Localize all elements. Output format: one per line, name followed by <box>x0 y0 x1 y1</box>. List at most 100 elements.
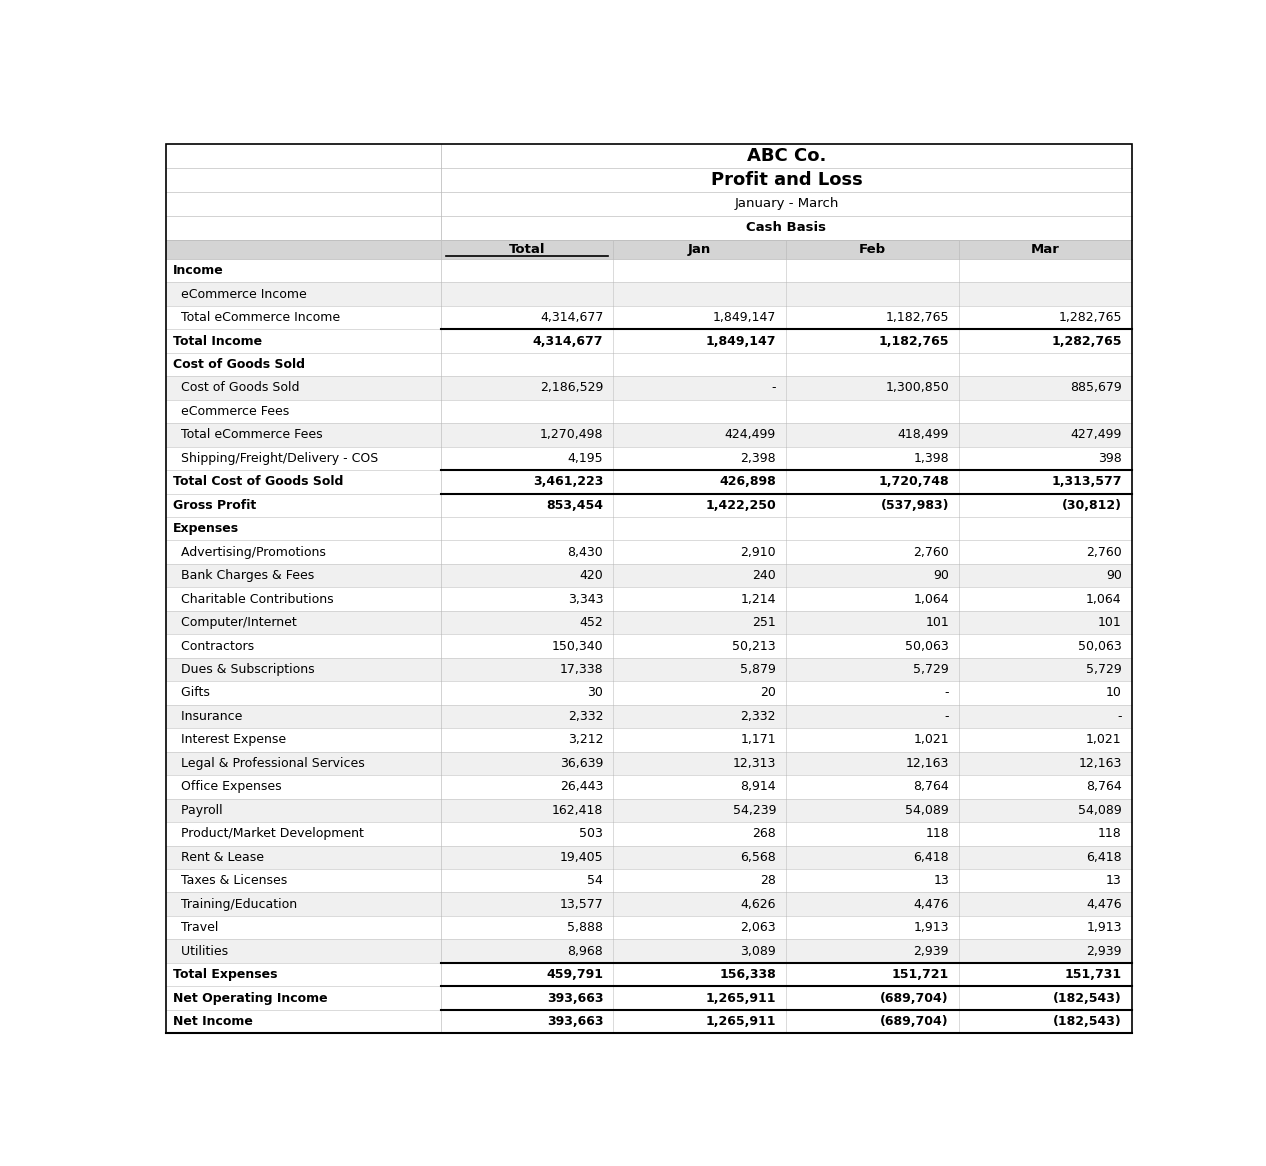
Text: 398: 398 <box>1098 452 1122 465</box>
Text: Profit and Loss: Profit and Loss <box>710 171 862 189</box>
Bar <box>166 305 1132 329</box>
Text: Travel: Travel <box>173 921 218 934</box>
Text: 1,398: 1,398 <box>913 452 950 465</box>
Text: 101: 101 <box>1098 616 1122 630</box>
Text: 427,499: 427,499 <box>1070 428 1122 442</box>
Text: 1,313,577: 1,313,577 <box>1051 476 1122 489</box>
Text: 1,282,765: 1,282,765 <box>1058 311 1122 324</box>
Text: 118: 118 <box>925 828 950 841</box>
Text: (30,812): (30,812) <box>1062 499 1122 512</box>
Text: 118: 118 <box>1098 828 1122 841</box>
Text: 6,568: 6,568 <box>741 851 776 864</box>
Text: Legal & Professional Services: Legal & Professional Services <box>173 757 365 770</box>
Bar <box>166 963 1132 986</box>
Text: 20: 20 <box>760 687 776 700</box>
Text: Cost of Goods Sold: Cost of Goods Sold <box>173 381 300 394</box>
Text: 30: 30 <box>587 687 604 700</box>
Text: 4,314,677: 4,314,677 <box>539 311 604 324</box>
Text: Gross Profit: Gross Profit <box>173 499 256 512</box>
Text: Income: Income <box>173 265 224 278</box>
Text: Net Operating Income: Net Operating Income <box>173 991 328 1005</box>
Text: 12,163: 12,163 <box>905 757 950 770</box>
Text: 1,064: 1,064 <box>1086 592 1122 605</box>
Bar <box>166 611 1132 634</box>
Text: Shipping/Freight/Delivery - COS: Shipping/Freight/Delivery - COS <box>173 452 379 465</box>
Bar <box>166 400 1132 423</box>
Text: 1,182,765: 1,182,765 <box>885 311 950 324</box>
Bar <box>166 634 1132 658</box>
Text: Total Income: Total Income <box>173 335 262 347</box>
Text: 1,182,765: 1,182,765 <box>879 335 950 347</box>
Bar <box>166 447 1132 470</box>
Text: 5,879: 5,879 <box>741 663 776 676</box>
Text: 90: 90 <box>1106 569 1122 582</box>
Text: 17,338: 17,338 <box>560 663 604 676</box>
Text: (537,983): (537,983) <box>880 499 950 512</box>
Text: Training/Education: Training/Education <box>173 898 298 911</box>
Text: 12,163: 12,163 <box>1079 757 1122 770</box>
Text: 151,731: 151,731 <box>1065 968 1122 981</box>
Text: 19,405: 19,405 <box>560 851 604 864</box>
Text: Payroll: Payroll <box>173 803 223 817</box>
Text: 1,021: 1,021 <box>1086 733 1122 746</box>
Bar <box>166 986 1132 1010</box>
Text: 1,265,911: 1,265,911 <box>705 1016 776 1028</box>
Text: Total eCommerce Income: Total eCommerce Income <box>173 311 341 324</box>
Text: Expenses: Expenses <box>173 522 239 535</box>
Bar <box>166 916 1132 940</box>
Text: 885,679: 885,679 <box>1070 381 1122 394</box>
Text: 156,338: 156,338 <box>719 968 776 981</box>
Text: 2,760: 2,760 <box>1086 546 1122 559</box>
Text: Insurance: Insurance <box>173 710 242 723</box>
Text: eCommerce Income: eCommerce Income <box>173 288 306 301</box>
Bar <box>166 869 1132 892</box>
Bar <box>166 353 1132 377</box>
Bar <box>166 729 1132 752</box>
Text: 4,476: 4,476 <box>913 898 950 911</box>
Text: 2,398: 2,398 <box>741 452 776 465</box>
Text: 503: 503 <box>580 828 604 841</box>
Text: 1,064: 1,064 <box>913 592 950 605</box>
Text: Product/Market Development: Product/Market Development <box>173 828 363 841</box>
Text: Taxes & Licenses: Taxes & Licenses <box>173 874 287 887</box>
Text: January - March: January - March <box>734 197 838 210</box>
Text: 8,764: 8,764 <box>913 780 950 793</box>
Bar <box>166 704 1132 729</box>
Bar <box>166 658 1132 681</box>
Text: 268: 268 <box>752 828 776 841</box>
Bar <box>166 564 1132 588</box>
Text: 4,476: 4,476 <box>1086 898 1122 911</box>
Text: Cash Basis: Cash Basis <box>747 222 827 234</box>
Bar <box>166 775 1132 799</box>
Text: 13,577: 13,577 <box>560 898 604 911</box>
Bar <box>166 470 1132 493</box>
Text: -: - <box>1117 710 1122 723</box>
Text: 4,314,677: 4,314,677 <box>533 335 604 347</box>
Text: Charitable Contributions: Charitable Contributions <box>173 592 334 605</box>
Text: Net Income: Net Income <box>173 1016 253 1028</box>
Text: 54,089: 54,089 <box>1077 803 1122 817</box>
Text: 1,849,147: 1,849,147 <box>713 311 776 324</box>
Bar <box>166 892 1132 916</box>
Text: 2,939: 2,939 <box>914 944 950 957</box>
Text: 3,212: 3,212 <box>567 733 604 746</box>
Text: Utilities: Utilities <box>173 944 228 957</box>
Text: 50,213: 50,213 <box>733 640 776 653</box>
Bar <box>166 423 1132 447</box>
Text: 26,443: 26,443 <box>560 780 604 793</box>
Text: 853,454: 853,454 <box>547 499 604 512</box>
Text: (689,704): (689,704) <box>880 1016 950 1028</box>
Text: 2,186,529: 2,186,529 <box>539 381 604 394</box>
Text: 251: 251 <box>752 616 776 630</box>
Text: Office Expenses: Office Expenses <box>173 780 281 793</box>
Text: 10: 10 <box>1106 687 1122 700</box>
Text: Total eCommerce Fees: Total eCommerce Fees <box>173 428 323 442</box>
Text: 8,968: 8,968 <box>567 944 604 957</box>
Text: Rent & Lease: Rent & Lease <box>173 851 265 864</box>
Text: 13: 13 <box>933 874 950 887</box>
Text: 150,340: 150,340 <box>552 640 604 653</box>
Text: 1,849,147: 1,849,147 <box>705 335 776 347</box>
Text: (182,543): (182,543) <box>1053 1016 1122 1028</box>
Text: 426,898: 426,898 <box>719 476 776 489</box>
Text: 420: 420 <box>580 569 604 582</box>
